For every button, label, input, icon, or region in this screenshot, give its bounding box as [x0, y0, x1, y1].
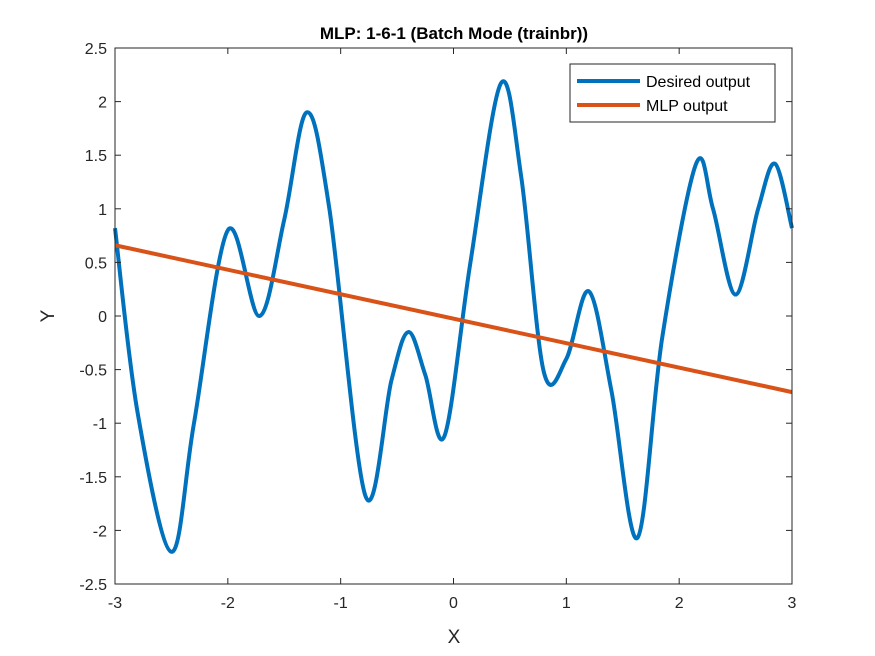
y-tick-label: 1.5	[85, 148, 107, 165]
x-tick-label: 3	[788, 595, 797, 612]
legend-label-0: Desired output	[646, 74, 751, 91]
series-layer	[113, 79, 794, 554]
x-tick-label: -3	[108, 595, 122, 612]
x-tick-label: 0	[449, 595, 458, 612]
y-tick-label: 0	[98, 309, 107, 326]
legend-box	[569, 63, 776, 123]
x-ticks: -3 -2 -1 0 1 2 3	[108, 48, 797, 612]
x-tick-label: -1	[334, 595, 348, 612]
series-line-0	[113, 79, 794, 554]
y-tick-label: 2.5	[85, 41, 107, 58]
y-ticks: -2.5 -2 -1.5 -1 -0.5 0 0.5 1 1.5 2 2.5	[79, 41, 792, 594]
x-tick-label: 2	[675, 595, 684, 612]
y-axis-label: Y	[38, 309, 59, 322]
x-axis-label: X	[448, 627, 461, 648]
y-tick-label: -2.5	[79, 577, 107, 594]
y-tick-label: 2	[98, 95, 107, 112]
x-tick-label: -2	[221, 595, 235, 612]
legend-label-1: MLP output	[646, 98, 728, 115]
y-tick-label: 1	[98, 202, 107, 219]
x-tick-label: 1	[562, 595, 571, 612]
series-line-1	[114, 243, 793, 395]
y-tick-label: -0.5	[79, 363, 107, 380]
y-tick-label: -2	[93, 523, 107, 540]
chart-title: MLP: 1-6-1 (Batch Mode (trainbr))	[320, 24, 588, 43]
legend: Desired output MLP output	[569, 63, 776, 123]
y-tick-label: -1.5	[79, 470, 107, 487]
y-tick-label: 0.5	[85, 255, 107, 272]
y-tick-label: -1	[93, 416, 107, 433]
